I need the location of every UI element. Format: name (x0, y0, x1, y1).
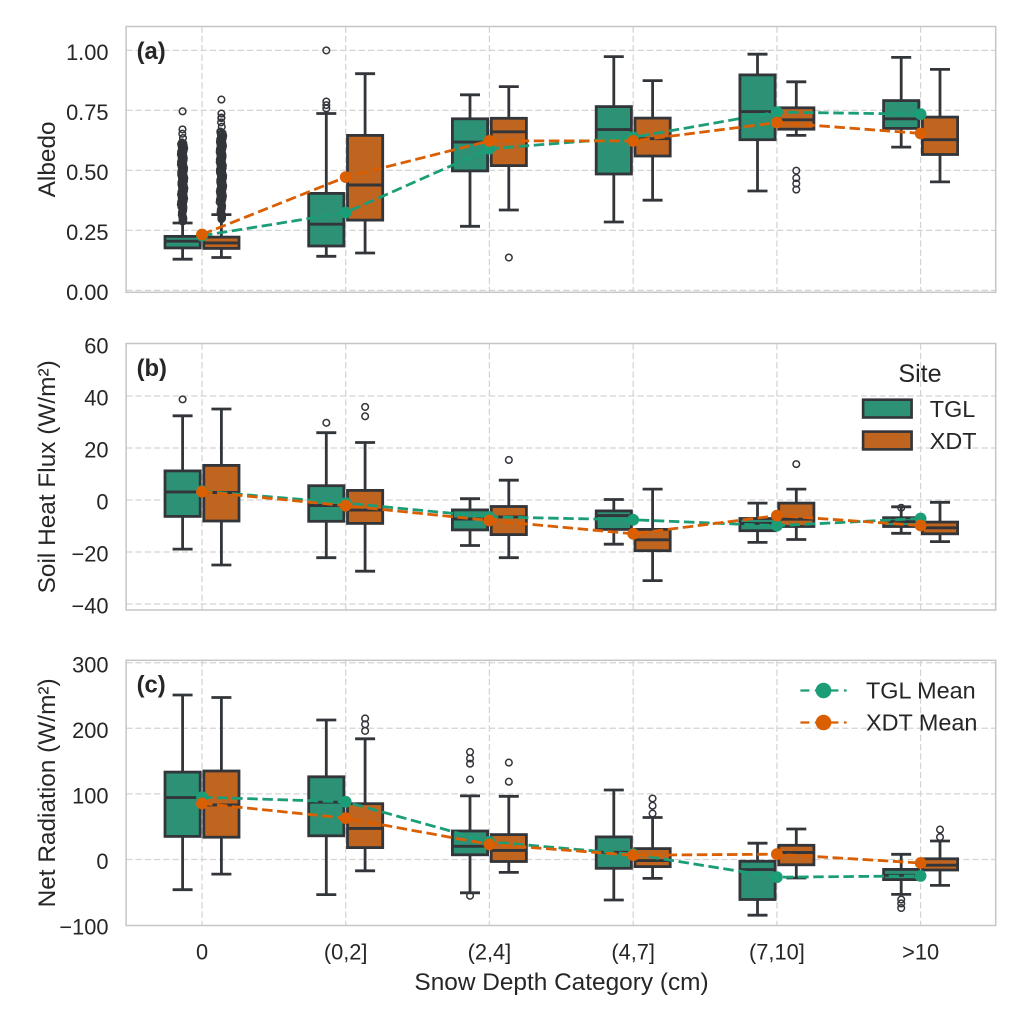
svg-text:Snow Depth Category (cm): Snow Depth Category (cm) (414, 969, 708, 996)
svg-text:−20: −20 (72, 542, 109, 567)
svg-text:−100: −100 (59, 915, 108, 940)
svg-text:200: 200 (72, 718, 108, 743)
svg-text:>10: >10 (902, 939, 939, 964)
svg-text:0.25: 0.25 (66, 220, 108, 245)
svg-text:0: 0 (196, 939, 208, 964)
svg-text:TGL: TGL (930, 396, 976, 422)
svg-text:−40: −40 (72, 594, 109, 619)
svg-text:300: 300 (72, 652, 108, 677)
svg-text:Soil Heat Flux (W/m²): Soil Heat Flux (W/m²) (34, 360, 61, 593)
svg-text:(0,2]: (0,2] (324, 939, 368, 964)
svg-text:100: 100 (72, 784, 108, 809)
svg-text:(7,10]: (7,10] (749, 939, 805, 964)
svg-text:Net Radiation (W/m²): Net Radiation (W/m²) (34, 678, 61, 907)
svg-text:(a): (a) (137, 38, 166, 65)
svg-text:60: 60 (84, 334, 108, 359)
svg-text:1.00: 1.00 (66, 40, 108, 65)
svg-text:TGL Mean: TGL Mean (866, 678, 976, 704)
svg-text:(2,4]: (2,4] (468, 939, 512, 964)
svg-text:0.75: 0.75 (66, 100, 108, 125)
svg-text:Albedo: Albedo (34, 121, 61, 197)
svg-text:(4,7]: (4,7] (611, 939, 655, 964)
svg-text:0: 0 (96, 849, 108, 874)
svg-text:Site: Site (898, 360, 941, 388)
svg-text:(b): (b) (137, 355, 167, 382)
svg-text:0.00: 0.00 (66, 280, 108, 305)
svg-text:(c): (c) (137, 672, 166, 699)
svg-text:40: 40 (84, 386, 108, 411)
svg-text:0.50: 0.50 (66, 160, 108, 185)
svg-text:XDT Mean: XDT Mean (866, 710, 977, 736)
svg-text:0: 0 (96, 490, 108, 515)
svg-text:XDT: XDT (930, 428, 977, 454)
svg-text:20: 20 (84, 438, 108, 463)
